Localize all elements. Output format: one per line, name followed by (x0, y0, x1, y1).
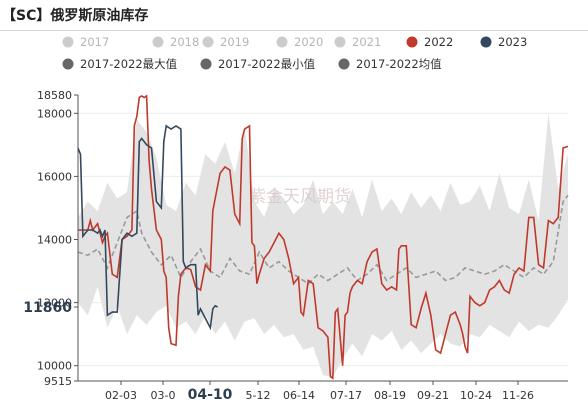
legend-label: 2018 (170, 35, 199, 49)
legend-label: 2017-2022最大值 (80, 57, 178, 71)
plot-area: 紫金天风期货 (77, 94, 569, 380)
legend-marker (338, 58, 350, 70)
watermark: 紫金天风期货 (249, 187, 351, 207)
series-2023-line (77, 124, 218, 331)
y-tick-label-highlight: 11860 (23, 300, 72, 316)
legend-item-2020: 2020 (276, 35, 323, 49)
legend-item-2017-2022最小值: 2017-2022最小值 (200, 57, 316, 71)
y-tick-label: 14000 (37, 233, 72, 246)
y-tick-label: 18580 (37, 89, 72, 102)
legend-label: 2020 (294, 35, 323, 49)
title-divider (0, 30, 588, 31)
y-tick-label: 12000 (37, 297, 72, 310)
y-tick-label: 9515 (44, 375, 72, 388)
series-2022-line (78, 94, 569, 380)
legend-label: 2017-2022均值 (356, 57, 442, 71)
legend-item-2021: 2021 (334, 35, 381, 49)
legend-marker (276, 36, 288, 48)
y-tick-label: 18000 (37, 107, 72, 120)
legend: 2017 2018 2019 2020 2021 2022 2023 2017-2022最大值… (62, 35, 527, 71)
legend-marker (480, 36, 492, 48)
legend-label: 2019 (220, 35, 249, 49)
legend-marker (406, 36, 418, 48)
series-mean-line (77, 194, 569, 285)
legend-marker (152, 36, 164, 48)
x-tick-label: 5-12 (246, 389, 271, 402)
x-tick-label: 10-24 (460, 389, 492, 402)
legend-marker (200, 58, 212, 70)
legend-item-2017-2022均值: 2017-2022均值 (338, 57, 442, 71)
x-tick-label: 03-0 (151, 389, 176, 402)
legend-item-2023: 2023 (480, 35, 527, 49)
legend-marker (62, 58, 74, 70)
legend-marker (334, 36, 346, 48)
legend-label: 2017-2022最小值 (218, 57, 316, 71)
y-tick-label: 10000 (37, 360, 72, 373)
legend-marker (202, 36, 214, 48)
legend-marker (62, 36, 74, 48)
x-tick-label: 04-10 (188, 387, 233, 403)
legend-item-2018: 2018 (152, 35, 199, 49)
legend-item-2022: 2022 (406, 35, 453, 49)
axes: 9515 10000 12000 14000 16000 18000 18580 11860 0… (23, 89, 568, 403)
legend-item-2017: 2017 (62, 35, 109, 49)
legend-label: 2023 (498, 35, 527, 49)
chart-title: 【SC】俄罗斯原油库存 (2, 8, 149, 24)
x-tick-label: 08-19 (374, 389, 406, 402)
y-tick-label: 16000 (37, 170, 72, 183)
legend-label: 2017 (80, 35, 109, 49)
x-tick-label: 06-14 (283, 389, 315, 402)
x-tick-label: 11-26 (502, 389, 534, 402)
legend-item-2019: 2019 (202, 35, 249, 49)
legend-item-2017-2022最大值: 2017-2022最大值 (62, 57, 178, 71)
x-tick-label: 09-21 (417, 389, 449, 402)
legend-label: 2022 (424, 35, 453, 49)
legend-label: 2021 (352, 35, 381, 49)
x-tick-label: 07-17 (330, 389, 362, 402)
x-tick-label: 02-03 (105, 389, 137, 402)
